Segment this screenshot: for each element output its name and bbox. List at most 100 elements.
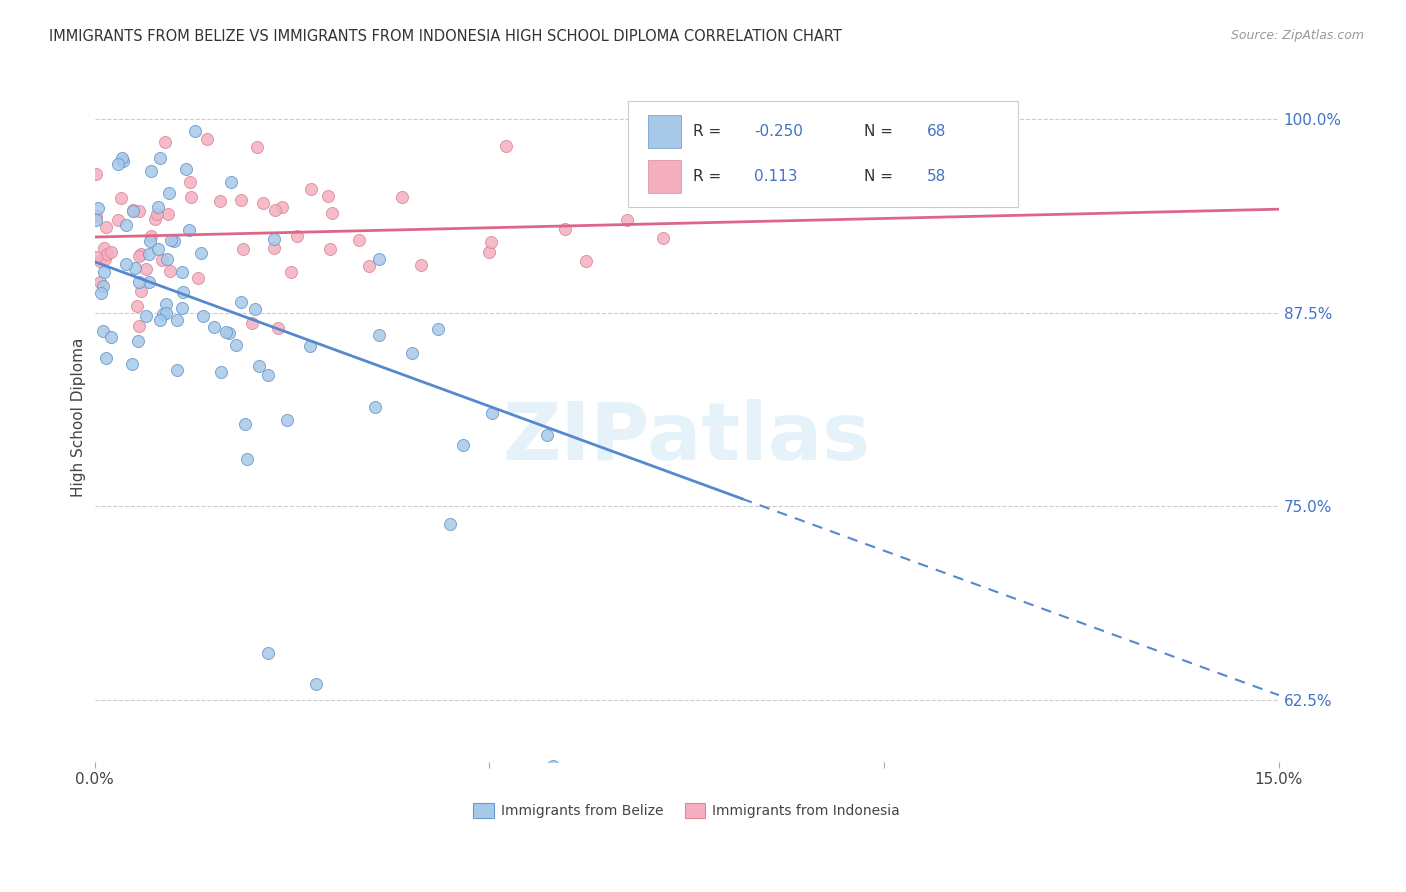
Point [127,299,149,313]
Text: Source: ZipAtlas.com: Source: ZipAtlas.com [1230,29,1364,42]
FancyBboxPatch shape [627,101,1018,207]
Point [159,264,181,278]
Point [218,326,240,341]
Point [135,262,157,277]
Point [128,203,150,218]
Point [257,647,280,661]
Point [236,452,259,467]
Point [243,301,266,316]
Text: R =: R = [693,124,725,139]
Point [209,194,232,208]
Text: N =: N = [865,124,898,139]
Point [91,278,114,293]
Point [153,135,176,149]
Text: N =: N = [865,169,898,184]
Point [163,235,186,249]
Point [107,213,129,227]
Point [166,363,188,377]
Point [172,301,194,316]
Point [129,284,152,298]
Point [263,202,285,217]
Point [246,140,269,154]
Point [160,233,183,247]
Point [148,151,170,165]
Point [187,270,209,285]
Point [316,189,339,203]
Point [495,139,517,153]
Point [89,254,111,268]
Point [121,357,143,371]
Point [541,759,564,773]
Bar [648,115,681,148]
Bar [648,160,681,193]
Text: 58: 58 [927,169,946,184]
Point [193,309,215,323]
Point [240,316,263,330]
Point [110,191,132,205]
Text: 0.113: 0.113 [754,169,797,184]
Point [299,339,322,353]
Point [100,245,122,260]
Point [111,151,134,165]
Point [219,175,242,189]
Point [263,232,285,246]
Point [616,212,638,227]
Point [135,309,157,323]
Point [84,167,107,181]
Point [84,213,107,227]
Point [86,202,108,216]
Point [128,275,150,289]
Point [122,202,145,217]
Point [114,218,136,232]
Point [427,322,450,336]
Text: IMMIGRANTS FROM BELIZE VS IMMIGRANTS FROM INDONESIA HIGH SCHOOL DIPLOMA CORRELAT: IMMIGRANTS FROM BELIZE VS IMMIGRANTS FRO… [49,29,842,44]
Point [89,276,111,290]
Point [139,234,162,248]
Point [94,252,117,267]
Point [177,223,200,237]
Point [439,516,461,531]
Point [321,206,343,220]
Point [107,157,129,171]
Point [146,200,169,214]
Point [152,307,174,321]
Point [319,242,342,256]
Point [247,359,270,373]
Point [166,313,188,327]
Point [139,228,162,243]
Point [94,351,117,365]
Point [131,247,153,261]
Point [128,249,150,263]
Text: ZIPatlas: ZIPatlas [502,399,870,477]
Point [305,677,328,691]
Point [146,242,169,256]
Text: -0.250: -0.250 [754,124,803,139]
Point [149,313,172,327]
Point [299,182,322,196]
Point [100,329,122,343]
Point [138,247,160,261]
Point [266,321,288,335]
Point [174,162,197,177]
Point [233,417,256,431]
Point [156,252,179,267]
Point [190,246,212,260]
Point [202,319,225,334]
Point [554,221,576,235]
Point [229,294,252,309]
Point [252,196,274,211]
Point [232,242,254,256]
Point [271,200,294,214]
Point [575,254,598,268]
Point [276,413,298,427]
Point [347,234,370,248]
Point [143,211,166,226]
Point [145,207,167,221]
Point [364,400,387,414]
Point [121,204,143,219]
Point [150,253,173,268]
Text: R =: R = [693,169,725,184]
Point [157,186,180,200]
Legend: Immigrants from Belize, Immigrants from Indonesia: Immigrants from Belize, Immigrants from … [468,797,905,823]
Point [93,324,115,338]
